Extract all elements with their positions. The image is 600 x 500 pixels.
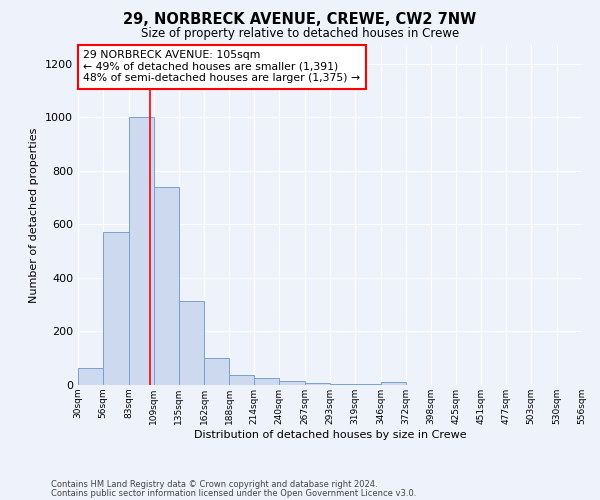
Bar (78, 368, 103, 385)
Bar (179, 300, 205, 385)
Bar (355, 384, 381, 385)
Bar (154, 187, 179, 385)
Bar (129, 118, 154, 385)
Bar (305, 383, 330, 385)
Text: 29 NORBRECK AVENUE: 105sqm
← 49% of detached houses are smaller (1,391)
48% of s: 29 NORBRECK AVENUE: 105sqm ← 49% of deta… (83, 50, 360, 84)
Bar (279, 381, 305, 385)
Bar (103, 232, 129, 385)
Text: 29, NORBRECK AVENUE, CREWE, CW2 7NW: 29, NORBRECK AVENUE, CREWE, CW2 7NW (124, 12, 476, 28)
Text: Contains public sector information licensed under the Open Government Licence v3: Contains public sector information licen… (51, 489, 416, 498)
Bar (205, 358, 229, 385)
Text: Contains HM Land Registry data © Crown copyright and database right 2024.: Contains HM Land Registry data © Crown c… (51, 480, 377, 489)
Bar (254, 378, 279, 385)
Bar (229, 375, 254, 385)
Text: Size of property relative to detached houses in Crewe: Size of property relative to detached ho… (141, 28, 459, 40)
Y-axis label: Number of detached properties: Number of detached properties (29, 128, 40, 302)
Bar (381, 382, 406, 385)
X-axis label: Distribution of detached houses by size in Crewe: Distribution of detached houses by size … (194, 430, 466, 440)
Bar (330, 384, 355, 385)
